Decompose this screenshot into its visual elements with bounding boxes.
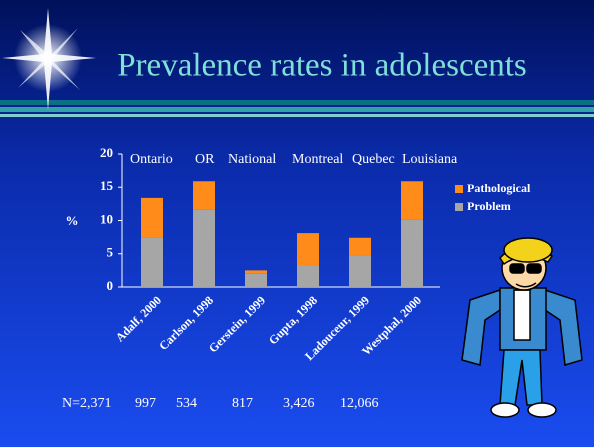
y-tick-label: 0 [107, 278, 114, 293]
bar-segment [141, 237, 163, 287]
bar-segment [297, 233, 319, 265]
legend-label: Problem [467, 199, 511, 213]
sample-size: 3,426 [283, 396, 315, 411]
legend-swatch [455, 203, 463, 211]
bar-segment [141, 198, 163, 237]
bar-segment [401, 219, 423, 287]
legend-swatch [455, 185, 463, 193]
legend-label: Pathological [467, 181, 531, 195]
bar-segment [193, 209, 215, 287]
region-label: Montreal [292, 152, 343, 167]
sample-size: 534 [176, 396, 197, 411]
bar-segment [401, 181, 423, 219]
bar-segment [245, 274, 267, 287]
y-tick-label: 5 [107, 245, 114, 260]
y-tick-label: 20 [100, 145, 113, 160]
bar-segment [297, 265, 319, 287]
region-label: Louisiana [402, 152, 458, 167]
y-tick-label: 15 [100, 178, 114, 193]
bar-segment [349, 255, 371, 287]
bar-segment [349, 238, 371, 255]
sample-size: N=2,371 [62, 396, 112, 411]
stripe [0, 114, 594, 117]
region-label: Quebec [352, 152, 395, 167]
region-label: Ontario [130, 152, 173, 167]
sample-size: 997 [135, 396, 156, 411]
stripe [0, 107, 594, 112]
sample-size: 12,066 [340, 396, 379, 411]
bar-segment [193, 181, 215, 209]
sample-size: 817 [232, 396, 253, 411]
stripe [0, 100, 594, 105]
slide: Prevalence rates in adolescents % 0 5 10 15… [0, 0, 594, 447]
slide-title: Prevalence rates in adolescents [117, 48, 527, 84]
region-label: National [228, 152, 276, 167]
bar-segment [245, 270, 267, 273]
y-axis-label: % [66, 213, 79, 228]
region-label: OR [195, 152, 215, 167]
y-tick-label: 10 [100, 211, 113, 226]
